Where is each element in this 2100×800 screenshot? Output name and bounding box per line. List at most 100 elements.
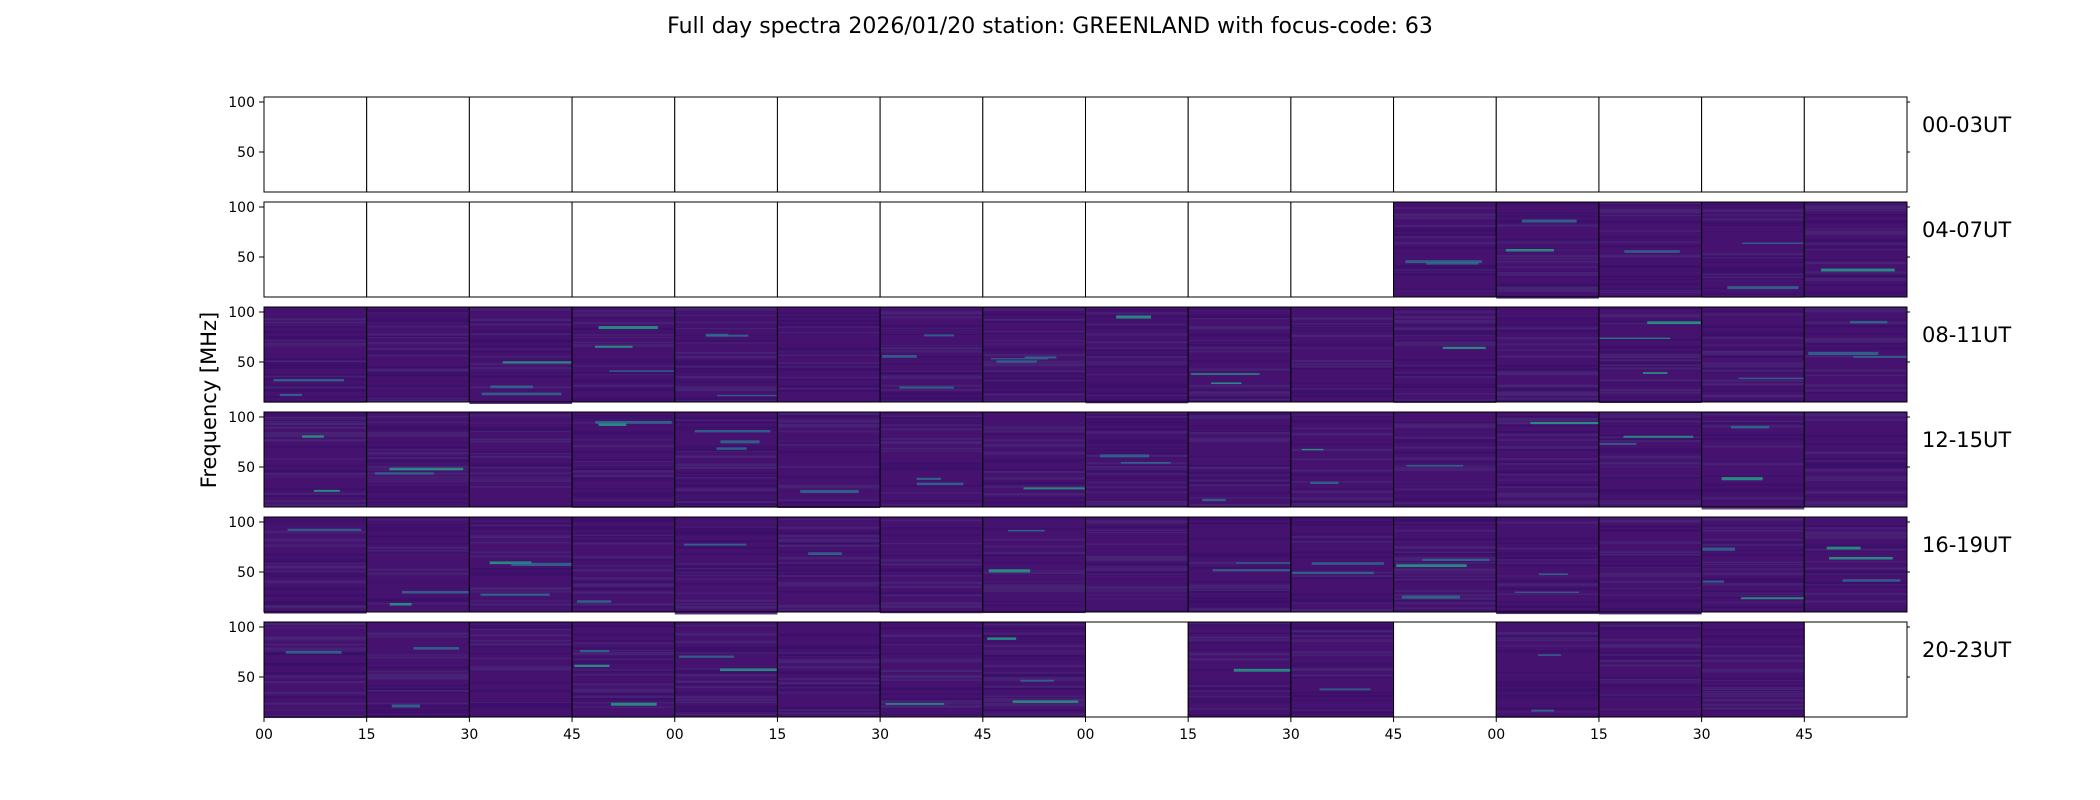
spectrum-panel [571, 306, 678, 403]
spectrum-panel [982, 306, 1089, 403]
spectrum-panel [879, 621, 986, 718]
spectrum-panel [1085, 516, 1192, 613]
y-tick-label: 100 [228, 515, 255, 531]
spectrum-panel [1393, 306, 1500, 403]
row-label: 12-15UT [1922, 428, 2011, 452]
spectrum-panel [982, 201, 1089, 298]
spectrum-panel [263, 96, 370, 193]
x-tick-label: 00 [666, 727, 684, 743]
y-tick-label: 50 [237, 250, 255, 266]
y-tick-label: 50 [237, 565, 255, 581]
spectrum-panel [1495, 306, 1602, 403]
row-00-03UT: 100 50 00-03UT [228, 95, 2011, 193]
spectrum-panel [776, 306, 884, 403]
spectrum-panel [1393, 201, 1500, 298]
spectrum-panel [982, 411, 1089, 508]
spectrum-panel [982, 516, 1089, 614]
spectrum-panel [1701, 201, 1808, 298]
x-tick-label: 00 [1487, 727, 1505, 743]
spectrum-panel [366, 306, 473, 403]
spectrum-panel [879, 201, 986, 298]
row-08-11UT: 100 50 08-11UT [228, 305, 2011, 404]
spectrum-panel [1803, 96, 1910, 193]
spectrum-panel [468, 621, 576, 718]
row-label: 04-07UT [1922, 218, 2011, 242]
x-tick-label: 15 [1179, 727, 1197, 743]
spectrum-panel [982, 621, 1089, 718]
spectrum-panel [1495, 96, 1602, 193]
spectrum-panel [674, 516, 781, 615]
spectrum-panel [1393, 621, 1500, 718]
y-tick-label: 50 [237, 145, 255, 161]
spectrum-panel [1701, 96, 1808, 193]
spectrum-panel [674, 411, 781, 508]
spectrum-panel [571, 96, 678, 193]
row-12-15UT: 100 50 12-15UT [228, 410, 2011, 510]
spectrum-panel [263, 621, 370, 719]
spectrum-panel [1187, 411, 1294, 508]
spectrum-panel [468, 306, 576, 404]
spectrum-panel [1393, 411, 1500, 508]
spectrum-panel [468, 201, 576, 298]
spectrum-panel [571, 621, 678, 718]
y-tick-label: 100 [228, 95, 255, 111]
x-tick-label: 30 [871, 727, 889, 743]
spectrum-panel [674, 621, 781, 718]
row-label: 16-19UT [1922, 533, 2011, 557]
spectrum-panel [1290, 201, 1397, 298]
spectrum-panel [1085, 306, 1192, 404]
y-tick-label: 50 [237, 355, 255, 371]
spectrum-panel [776, 621, 884, 718]
spectrum-panel [1495, 411, 1602, 508]
panel-grid: 100 50 00-03UT 100 50 04-07UT 100 50 08-11UT 100 5… [228, 95, 2011, 719]
spectrum-panel [1187, 201, 1294, 298]
spectrum-panel [1187, 516, 1294, 613]
x-tick-label: 45 [1385, 727, 1403, 743]
spectrum-panel [1495, 516, 1602, 615]
spectrum-panel [1803, 306, 1910, 403]
x-tick-label: 00 [255, 727, 273, 743]
spectrum-panel [263, 411, 370, 508]
spectrum-panel [1598, 96, 1705, 193]
spectrum-panel [879, 96, 986, 193]
spectrum-panel [674, 201, 781, 298]
spectrum-panel [571, 411, 678, 508]
spectrum-panel [1598, 621, 1705, 718]
row-label: 08-11UT [1922, 323, 2011, 347]
y-tick-label: 50 [237, 460, 255, 476]
spectrum-panel [674, 96, 781, 193]
spectrum-panel [571, 516, 678, 613]
y-tick-label: 100 [228, 410, 255, 426]
spectrum-panel [571, 201, 678, 298]
spectrum-panel [879, 411, 986, 508]
x-tick-label: 45 [563, 727, 581, 743]
x-tick-label: 15 [769, 727, 787, 743]
spectrum-panel [263, 306, 370, 403]
spectrum-panel [1393, 516, 1500, 613]
spectrum-panel [1495, 621, 1602, 718]
spectrum-panel [1598, 411, 1705, 508]
spectrum-panel [776, 516, 884, 613]
spectrum-panel [776, 411, 884, 509]
x-tick-label: 15 [358, 727, 376, 743]
y-tick-label: 50 [237, 670, 255, 686]
spectrum-panel [263, 201, 370, 298]
spectrum-panel [366, 621, 473, 718]
x-tick-label: 15 [1590, 727, 1608, 743]
spectrum-panel [1085, 96, 1192, 193]
row-label: 00-03UT [1922, 113, 2011, 137]
spectrum-panel [263, 516, 370, 614]
spectrum-panel [1290, 306, 1397, 403]
chart-title: Full day spectra 2026/01/20 station: GRE… [667, 14, 1433, 39]
spectrum-panel [468, 96, 576, 193]
spectrum-panel [1803, 201, 1910, 298]
x-tick-label: 30 [1282, 727, 1300, 743]
x-tick-label: 30 [1693, 727, 1711, 743]
spectrum-panel [366, 201, 473, 298]
y-axis-label: Frequency [MHz] [197, 312, 221, 488]
spectrum-panel [1803, 621, 1910, 718]
spectrum-panel [1290, 411, 1397, 508]
spectrum-panel [1701, 516, 1808, 613]
spectrum-panel [1598, 306, 1705, 403]
